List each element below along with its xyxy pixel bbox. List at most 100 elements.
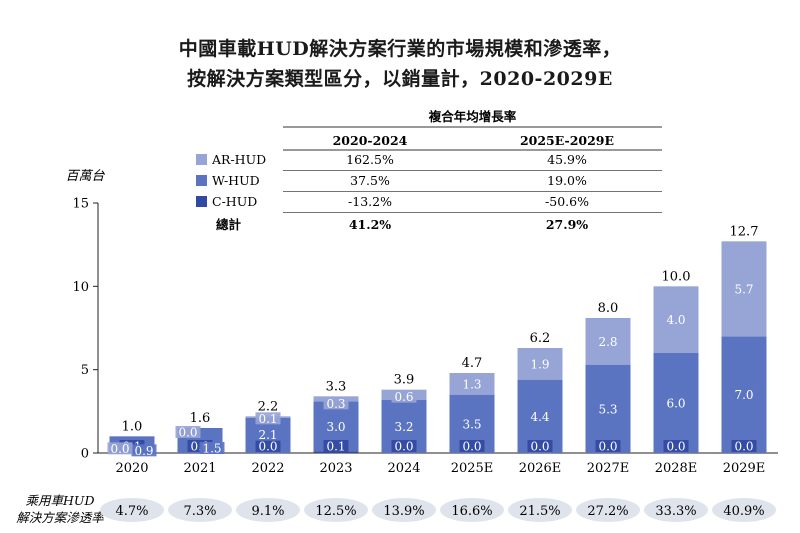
x-tick-label: 2024 xyxy=(387,461,420,476)
table-cell: 162.5% xyxy=(346,152,394,167)
bar-value-label: 4.4 xyxy=(530,410,549,424)
bar-value-tag xyxy=(527,357,553,370)
penetration-bubble xyxy=(644,498,708,522)
x-tick-label: 2021 xyxy=(183,461,216,476)
penetration-bubble xyxy=(576,498,640,522)
bar-value-tag xyxy=(255,428,281,441)
penetration-bubble xyxy=(168,498,232,522)
x-tick-label: 2022 xyxy=(251,461,284,476)
table-total-label: 總計 xyxy=(216,217,242,232)
bar-value-tag xyxy=(663,440,689,452)
bar-value-label: 3.5 xyxy=(462,417,481,431)
bar-value-tag xyxy=(595,335,621,348)
bar-value-tag xyxy=(527,440,553,452)
penetration-bubble xyxy=(440,498,504,522)
y-axis: 百萬台 0 5 10 15 xyxy=(65,169,778,462)
bar-value-label: 0.1 xyxy=(258,412,277,426)
bar-value-label: 3.2 xyxy=(394,420,413,434)
penetration-bubble xyxy=(236,498,300,522)
bar-total-label: 1.0 xyxy=(122,419,143,434)
bar-value-label: 0.6 xyxy=(394,390,413,404)
bar-value-label: 2.1 xyxy=(258,428,277,442)
bar-value-label: 0.0 xyxy=(394,440,413,454)
bar-value-tag xyxy=(663,313,689,326)
chart-subtitle: 按解決方案類型區分，以銷量計，2020-2029E xyxy=(187,68,613,90)
bar-total-label: 2.2 xyxy=(258,399,279,414)
table-col-header: 2020-2024 xyxy=(333,133,408,148)
x-tick-label: 2025E xyxy=(451,461,494,476)
table-cell: -13.2% xyxy=(348,194,392,209)
bar-value-label: 0.9 xyxy=(134,444,153,458)
bar-value-tag xyxy=(107,442,133,455)
bar-value-label: 0.0 xyxy=(530,440,549,454)
bar-value-tag xyxy=(391,390,417,403)
legend-label: W-HUD xyxy=(212,173,260,188)
bar-value-tag xyxy=(459,417,485,430)
penetration-row: 乘用車HUD 解決方案滲透率 4.7% 7.3% 9.1% 12.5% 13.9% 16.6%… xyxy=(16,493,776,525)
bar-value-tag xyxy=(527,410,553,423)
bar-area: 0.10.90.01.020200.01.50.01.620210.02.10.… xyxy=(107,224,767,476)
y-tick-label: 0 xyxy=(81,447,89,462)
bar-total-label: 6.2 xyxy=(530,331,551,346)
bar-value-tag xyxy=(595,440,621,452)
penetration-value: 12.5% xyxy=(315,504,356,519)
bar-total-label: 12.7 xyxy=(730,224,759,239)
bar-total-label: 3.3 xyxy=(326,379,347,394)
penetration-value: 13.9% xyxy=(383,504,424,519)
bar-value-label: 6.0 xyxy=(666,397,685,411)
bar-value-label: 7.0 xyxy=(734,388,753,402)
penetration-value: 40.9% xyxy=(723,504,764,519)
table-col-header: 2025E-2029E xyxy=(520,133,614,148)
bar-value-tag xyxy=(255,412,281,425)
table-cell: -50.6% xyxy=(545,194,589,209)
bar-value-label: 0.0 xyxy=(598,440,617,454)
penetration-bubble xyxy=(304,498,368,522)
penetration-value: 16.6% xyxy=(451,504,492,519)
penetration-bubble xyxy=(100,498,164,522)
bar-value-tag xyxy=(391,440,417,452)
bar-value-tag xyxy=(255,440,281,452)
bar-value-label: 0.0 xyxy=(666,440,685,454)
table-heading: 複合年均增長率 xyxy=(428,109,517,124)
bar-total-label: 1.6 xyxy=(190,411,211,426)
y-tick-label: 10 xyxy=(72,280,89,295)
bar-total-label: 10.0 xyxy=(662,269,691,284)
bar-value-tag xyxy=(323,420,349,433)
penetration-bubble xyxy=(372,498,436,522)
penetration-value: 4.7% xyxy=(115,504,148,519)
bar-value-label: 5.3 xyxy=(598,402,617,416)
legend-swatch xyxy=(196,196,207,207)
y-axis-label: 百萬台 xyxy=(65,169,105,184)
bar-value-tag xyxy=(323,440,349,452)
x-tick-label: 2023 xyxy=(319,461,352,476)
bar-value-tag xyxy=(391,420,417,433)
bar-value-tag xyxy=(663,397,689,409)
bar-value-tag xyxy=(199,442,225,454)
penetration-value: 21.5% xyxy=(519,504,560,519)
bar-segment-c-hud xyxy=(313,451,359,453)
penetration-value: 7.3% xyxy=(183,504,216,519)
bar-value-tag xyxy=(175,426,201,438)
bar-value-label: 0.0 xyxy=(178,426,197,440)
penetration-label: 乘用車HUD xyxy=(26,493,95,508)
bar-value-tag xyxy=(731,282,757,295)
bar-value-label: 1.5 xyxy=(202,442,221,456)
bar-total-label: 3.9 xyxy=(394,373,415,388)
bar-value-label: 5.7 xyxy=(734,282,753,296)
bar-value-label: 4.0 xyxy=(666,313,685,327)
chart-title: 中國車載HUD解決方案行業的市場規模和滲透率， xyxy=(178,38,622,60)
bar-value-label: 1.3 xyxy=(462,377,481,391)
x-tick-label: 2027E xyxy=(587,461,630,476)
bar-value-tag xyxy=(731,440,757,452)
y-tick-label: 15 xyxy=(72,197,89,212)
x-tick-label: 2026E xyxy=(519,461,562,476)
penetration-value: 27.2% xyxy=(587,504,628,519)
x-tick-label: 2020 xyxy=(115,461,148,476)
bar-value-tag xyxy=(131,444,157,457)
legend-swatch xyxy=(196,154,207,165)
bar-value-label: 0.3 xyxy=(326,397,345,411)
legend-label: C-HUD xyxy=(212,194,257,209)
table-cell: 45.9% xyxy=(547,152,587,167)
bar-value-label: 0.1 xyxy=(326,440,345,454)
